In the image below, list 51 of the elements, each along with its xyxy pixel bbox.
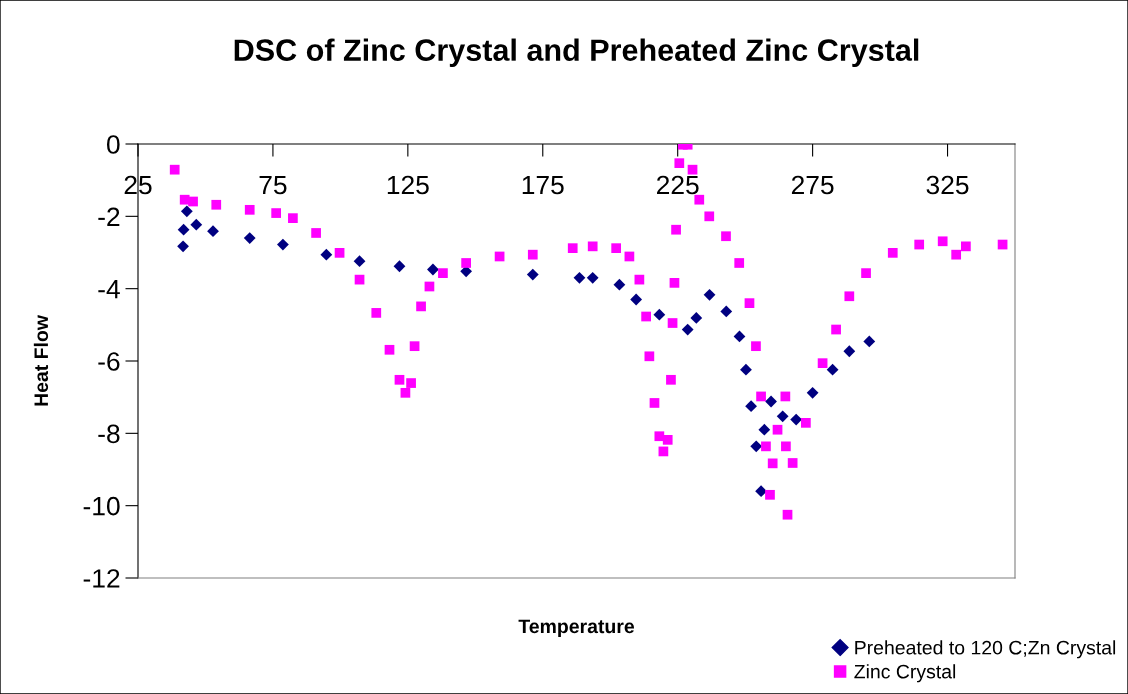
x-tick-label: 125 xyxy=(387,175,429,195)
point xyxy=(806,386,819,399)
point xyxy=(320,248,333,261)
point xyxy=(690,312,703,324)
point xyxy=(586,271,599,284)
point xyxy=(277,238,289,251)
point xyxy=(863,335,876,348)
point xyxy=(190,218,203,231)
y-axis-title: Heat Flow xyxy=(33,315,49,406)
point xyxy=(758,423,771,436)
point xyxy=(720,305,733,318)
point xyxy=(755,485,767,498)
y-tick-label: -6 xyxy=(98,352,120,371)
point xyxy=(703,288,716,301)
x-axis-title: Temperature xyxy=(518,619,635,638)
point xyxy=(177,240,189,253)
y-tick-label: -4 xyxy=(98,280,120,299)
x-tick-label: 175 xyxy=(522,175,564,195)
point xyxy=(393,260,406,273)
x-tick-label: 225 xyxy=(657,175,699,195)
legend-label: Zinc Crystal xyxy=(854,664,956,683)
y-tick-label: 0 xyxy=(107,135,120,154)
y-tick-label: -8 xyxy=(98,424,120,444)
point xyxy=(740,363,752,376)
point xyxy=(826,363,839,376)
point xyxy=(353,255,366,268)
y-tick-label: -12 xyxy=(83,569,120,588)
y-tick-label: -10 xyxy=(83,496,120,516)
x-tick-label: 75 xyxy=(259,175,287,195)
point xyxy=(427,263,439,276)
point xyxy=(526,268,539,281)
x-tick-label: 325 xyxy=(926,175,969,195)
point xyxy=(750,440,763,453)
point xyxy=(180,205,193,218)
point xyxy=(177,223,190,236)
point xyxy=(613,278,626,291)
x-tick-label: 275 xyxy=(791,175,834,195)
point xyxy=(843,345,856,358)
point xyxy=(573,271,586,284)
point xyxy=(207,225,219,238)
y-tick-label: -2 xyxy=(98,207,120,226)
point xyxy=(745,400,757,413)
point xyxy=(765,395,777,408)
point xyxy=(733,330,746,343)
legend-label: Preheated to 120 C;Zn Crystal xyxy=(855,640,1116,659)
point xyxy=(630,293,643,306)
point xyxy=(776,410,789,423)
point xyxy=(243,232,256,244)
chart-title: DSC of Zinc Crystal and Preheated Zinc Crystal xyxy=(234,38,919,68)
point xyxy=(681,323,694,336)
point xyxy=(653,308,666,321)
